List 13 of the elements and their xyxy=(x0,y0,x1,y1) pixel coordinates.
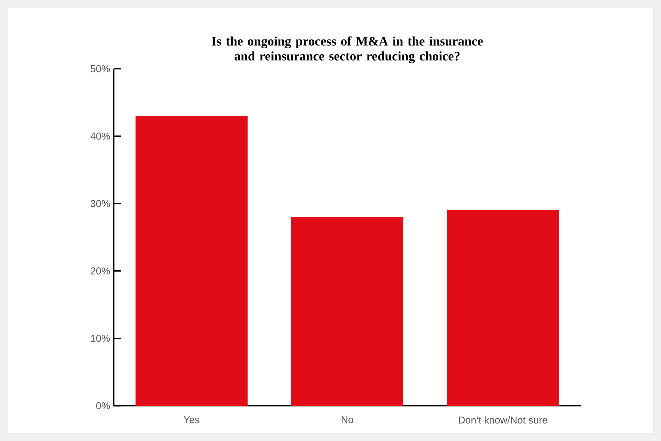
x-tick-label: Yes xyxy=(184,416,200,424)
x-tick-label: Don’t know/Not sure xyxy=(459,416,548,424)
bar xyxy=(447,210,560,406)
y-tick-label: 50% xyxy=(90,65,110,73)
y-tick-label: 10% xyxy=(91,335,110,342)
y-tick-label: 40% xyxy=(90,132,110,140)
chart-title: Is the ongoing process of M&A in the insurance and reinsurance sector reducing choice? xyxy=(212,36,484,64)
y-tick-label: 0% xyxy=(96,402,110,410)
y-tick-label: 20% xyxy=(91,268,110,275)
bar xyxy=(136,116,248,406)
y-tick-label: 30% xyxy=(90,200,110,208)
bar xyxy=(291,217,404,406)
x-tick-label: No xyxy=(342,416,354,424)
